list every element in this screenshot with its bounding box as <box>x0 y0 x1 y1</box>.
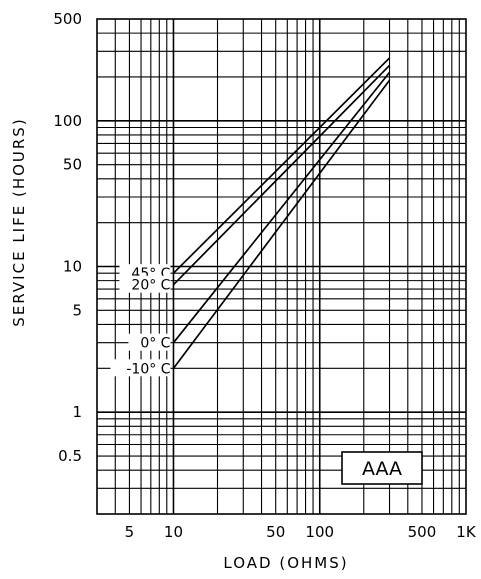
y-tick-label: 10 <box>63 258 82 276</box>
y-tick-labels: 500 100 50 10 5 1 0.5 <box>53 10 82 465</box>
series-label: -10° C <box>126 361 170 377</box>
x-tick-label: 500 <box>408 523 437 541</box>
y-tick-label: 50 <box>63 156 82 174</box>
annotation-label: AAA <box>362 458 402 480</box>
annotation-box: AAA <box>341 451 423 485</box>
series-line <box>172 71 391 344</box>
series-label: 0° C <box>140 336 170 352</box>
series-labels: 45° C20° C0° C-10° C <box>110 264 171 377</box>
y-tick-label: 0.5 <box>58 447 82 465</box>
x-tick-label: 5 <box>125 523 135 541</box>
y-tick-label: 1 <box>72 403 82 421</box>
x-tick-label: 100 <box>305 523 334 541</box>
x-tick-label: 50 <box>266 523 285 541</box>
series-line <box>172 64 391 286</box>
series-label-bg <box>128 333 171 351</box>
x-axis-title: LOAD (OHMS) <box>223 554 348 572</box>
series-line <box>172 79 391 369</box>
series-label-bg <box>110 359 171 377</box>
annotation-frame <box>341 451 423 485</box>
x-tick-label: 10 <box>164 523 183 541</box>
x-tick-labels: 5 10 50 100 500 1K <box>125 523 477 541</box>
y-tick-label: 5 <box>72 301 82 319</box>
x-tick-label: 1K <box>456 523 477 541</box>
series-lines <box>172 57 391 369</box>
y-axis-title: SERVICE LIFE (HOURS) <box>10 117 28 326</box>
y-tick-label: 500 <box>53 10 82 28</box>
series-line <box>172 57 391 274</box>
plot-frame <box>96 18 467 515</box>
y-tick-label: 100 <box>53 112 82 130</box>
series-label: 20° C <box>131 278 170 294</box>
series-label-bg <box>119 275 171 293</box>
